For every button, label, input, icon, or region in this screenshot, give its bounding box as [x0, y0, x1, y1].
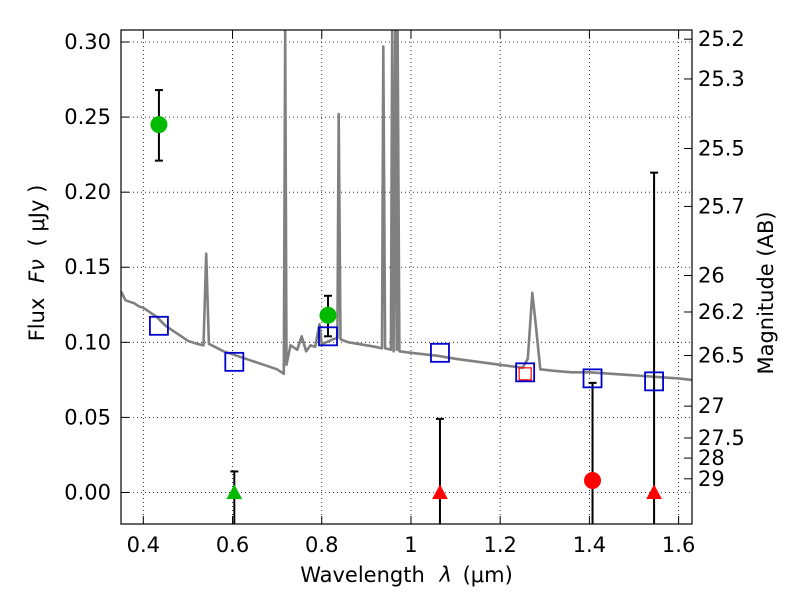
y2-tick-label: 29: [698, 467, 725, 491]
y2-tick-label: 25.2: [698, 27, 745, 51]
y2-tick-label: 26.2: [698, 300, 745, 324]
x-tick-label: 1.4: [573, 533, 606, 557]
y-tick-label: 0.00: [64, 480, 111, 504]
y2-tick-label: 25.7: [698, 194, 745, 218]
y2-tick-label: 27: [698, 394, 725, 418]
x-tick-label: 0.8: [305, 533, 338, 557]
x-tick-label: 0.4: [127, 533, 160, 557]
x-tick-label: 1: [404, 533, 417, 557]
y2-tick-label: 28: [698, 446, 725, 470]
y2-axis-label: Magnitude (AB): [754, 211, 778, 374]
y-tick-label: 0.25: [64, 105, 111, 129]
upper-limit-triangle: [432, 484, 448, 499]
error-bars: [154, 89, 659, 524]
template-spectrum-line: [121, 30, 692, 382]
model-square: [224, 351, 245, 372]
y-tick-label: 0.15: [64, 255, 111, 279]
model-square: [318, 326, 338, 347]
y-tick-label: 0.20: [64, 180, 111, 204]
model-square: [644, 371, 664, 392]
template-spectrum: [121, 30, 692, 382]
observed-circle: [584, 471, 602, 489]
y-axis-label: Flux Fν ( μJy ): [25, 185, 49, 342]
small-red-square: [518, 367, 532, 381]
model-square: [149, 315, 169, 336]
x-tick-label: 0.6: [216, 533, 249, 557]
data-markers: [149, 116, 664, 499]
x-axis-label: Wavelength λ (μm): [300, 563, 513, 587]
y2-tick-label: 25.5: [698, 136, 745, 160]
plot-frame: [120, 29, 693, 525]
y2-tick-label: 25.3: [698, 67, 745, 91]
y-tick-label: 0.05: [64, 405, 111, 429]
observed-circle: [150, 116, 168, 134]
y2-tick-label: 27.5: [698, 426, 745, 450]
model-square: [582, 368, 603, 389]
y-tick-label: 0.10: [64, 330, 111, 354]
axis-ticks: 0.4 0.6 0.8 1 1.2 1.4 1.6 0.00 0.05 0.10 0.15 0.20 0…: [64, 27, 745, 557]
model-square: [430, 342, 450, 363]
y2-tick-label: 26.5: [698, 344, 745, 368]
y2-tick-label: 26: [698, 263, 725, 287]
y-tick-label: 0.30: [64, 30, 111, 54]
upper-limit-triangle: [646, 484, 662, 499]
model-square: [515, 362, 536, 383]
x-tick-label: 1.6: [662, 533, 695, 557]
x-tick-label: 1.2: [483, 533, 516, 557]
observed-circle: [319, 306, 337, 324]
upper-limit-triangle: [226, 484, 243, 499]
